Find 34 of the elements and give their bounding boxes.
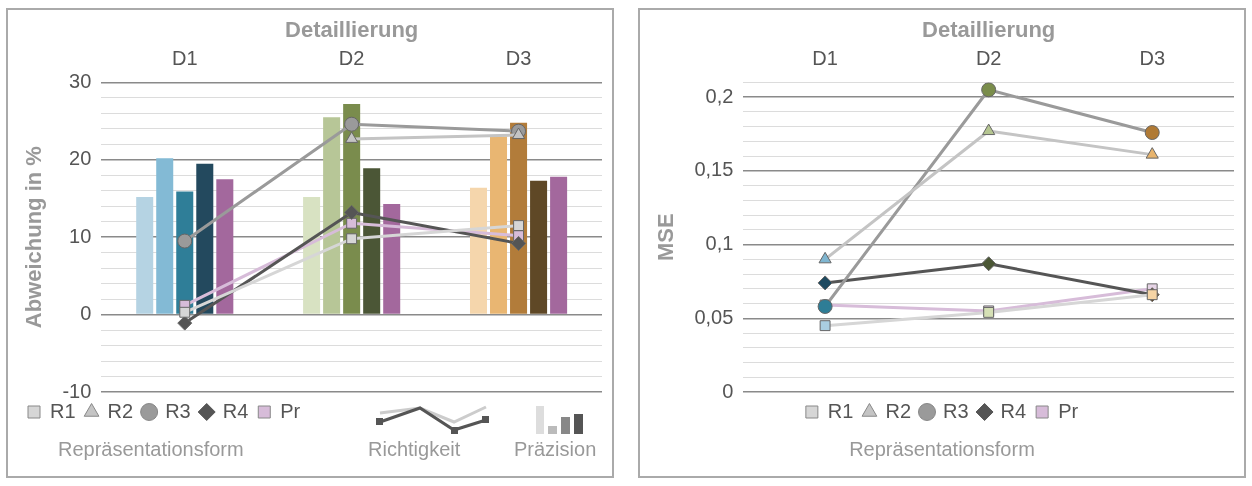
x-axis-title: Detaillierung: [922, 17, 1056, 43]
x-tick-label: D2: [975, 46, 1002, 69]
y-tick-label: 10: [69, 224, 92, 247]
y-tick-label: 0,2: [705, 84, 734, 107]
y-axis-title: MSE: [653, 213, 679, 262]
y-axis-title: Abweichung in %: [21, 146, 47, 329]
legend-label: R3: [165, 399, 191, 422]
legend-title: Repräsentationsform: [58, 438, 244, 461]
y-tick-label: 0,05: [694, 305, 734, 328]
legend-label: Pr: [1058, 399, 1079, 422]
legend-label: R1: [827, 399, 854, 422]
x-tick-label: D1: [171, 46, 198, 69]
y-tick-label: 0,1: [705, 232, 734, 255]
x-tick-label: D1: [812, 46, 838, 69]
y-tick-label: 0: [722, 379, 734, 402]
y-tick-label: -10: [62, 379, 92, 402]
y-tick-label: 0: [80, 302, 92, 325]
legend-label: R4: [222, 399, 249, 422]
x-tick-label: D3: [505, 46, 532, 69]
x-axis-title: Detaillierung: [285, 17, 419, 43]
x-tick-label: D2: [338, 46, 365, 69]
x-tick-label: D3: [1139, 46, 1166, 69]
text: Präzision: [514, 438, 597, 461]
legend-title: Repräsentationsform: [848, 438, 1036, 461]
legend-label: R1: [50, 399, 76, 422]
y-tick-label: 20: [69, 147, 92, 170]
text: Richtigkeit: [368, 438, 461, 461]
legend-label: Pr: [280, 399, 301, 422]
legend-label: R3: [943, 399, 969, 422]
y-tick-label: 0,15: [694, 158, 734, 181]
y-tick-label: 30: [69, 69, 92, 92]
legend-label: R2: [107, 399, 134, 422]
legend-label: R4: [1000, 399, 1027, 422]
legend-label: R2: [885, 399, 912, 422]
